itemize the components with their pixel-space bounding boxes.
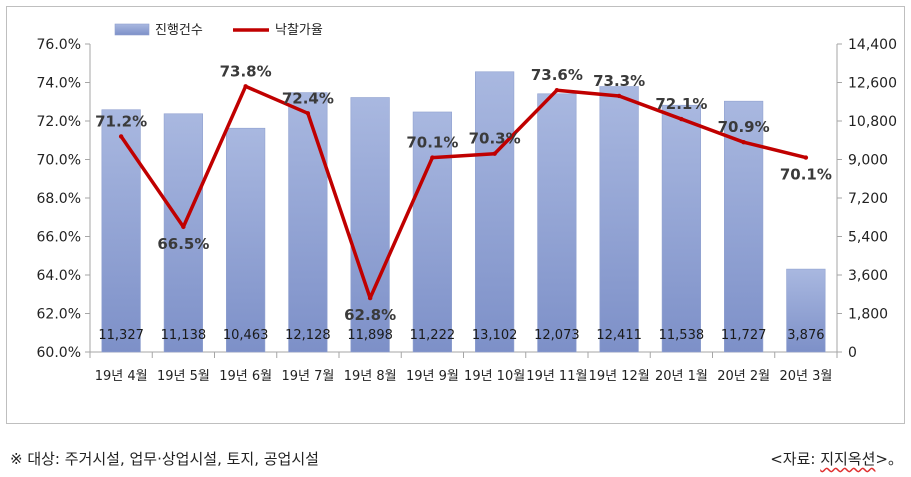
left-tick-label: 76.0%: [37, 37, 81, 53]
bar-data-label: 13,102: [472, 328, 518, 343]
bar-data-label: 10,463: [223, 328, 269, 343]
x-tick-label: 19년 5월: [157, 369, 210, 384]
x-tick-label: 19년 4월: [95, 369, 148, 384]
bar-data-label: 3,876: [787, 328, 824, 343]
line-data-label: 70.1%: [780, 166, 832, 184]
line-data-label: 66.5%: [157, 235, 209, 253]
right-tick-label: 7,200: [848, 191, 888, 207]
bar-data-label: 12,128: [285, 328, 331, 343]
legend-swatch-bar: [114, 23, 150, 36]
line-point: [430, 155, 435, 160]
x-tick-label: 19년 9월: [406, 369, 459, 384]
source-name: 지지옥션: [820, 450, 876, 468]
bar: [537, 93, 577, 353]
source-close: >: [875, 450, 888, 468]
left-tick-label: 62.0%: [37, 307, 81, 323]
line-data-label: 70.9%: [718, 118, 770, 136]
x-tick-label: 20년 2월: [717, 369, 770, 384]
bar: [412, 111, 452, 353]
left-tick-label: 72.0%: [37, 114, 81, 130]
bar-data-label: 11,327: [98, 328, 144, 343]
left-tick-label: 68.0%: [37, 191, 81, 207]
chart-frame: 60.0% 62.0% 64.0% 66.0% 68.0% 70.0% 72.0% 74.0%…: [6, 6, 905, 424]
bar: [786, 268, 826, 353]
bar: [599, 86, 639, 353]
line-data-label: 73.6%: [531, 66, 583, 84]
x-tick-label: 19년 8월: [344, 369, 397, 384]
bar: [226, 127, 266, 353]
bar-data-label: 11,898: [347, 328, 393, 343]
line-data-label: 72.1%: [655, 95, 707, 113]
left-tick-label: 66.0%: [37, 230, 81, 246]
legend-label-낙찰가율: 낙찰가율: [275, 23, 323, 38]
line-point: [741, 139, 746, 145]
right-tick-label: 0: [848, 345, 857, 361]
bar-data-label: 11,538: [659, 328, 705, 343]
right-tick-label: 14,400: [848, 37, 897, 53]
line-data-label: 73.3%: [593, 72, 645, 90]
line-point: [118, 134, 124, 139]
footnote-note: ※ 대상: 주거시설, 업무·상업시설, 토지, 공업시설: [10, 450, 319, 468]
line-point: [554, 88, 560, 93]
bar: [475, 71, 515, 353]
bar: [163, 113, 203, 353]
source-open: <자료:: [770, 450, 821, 468]
x-tick-label: 19년 10월: [464, 369, 525, 384]
line-data-label: 73.8%: [220, 62, 272, 80]
x-tick-label: 19년 12월: [589, 369, 650, 384]
x-tick-label: 19년 11월: [526, 369, 587, 384]
legend-label-진행건수: 진행건수: [155, 22, 203, 38]
bar-data-label: 11,727: [721, 328, 767, 343]
line-point: [243, 84, 248, 89]
bar-data-label: 12,411: [596, 328, 642, 343]
right-tick-label: 3,600: [848, 268, 888, 284]
line-point: [367, 295, 373, 301]
left-tick-label: 64.0%: [37, 268, 81, 284]
x-tick-label: 20년 1월: [655, 369, 708, 384]
bar-data-label: 11,138: [161, 328, 207, 343]
left-tick-label: 70.0%: [37, 153, 81, 169]
line-data-label: 71.2%: [95, 112, 147, 130]
bar: [350, 97, 390, 353]
right-tick-label: 10,800: [848, 114, 897, 130]
left-tick-label: 60.0%: [37, 345, 81, 361]
series-line-낙찰가율: [119, 84, 807, 300]
line-data-label: 70.1%: [406, 134, 458, 152]
line-point: [181, 224, 186, 230]
line-point: [492, 151, 497, 156]
right-tick-label: 12,600: [848, 76, 897, 92]
footnote-source: <자료: 지지옥션>。: [770, 448, 903, 469]
right-tick-label: 5,400: [848, 230, 888, 246]
x-tick-label: 19년 6월: [219, 369, 272, 384]
right-tick-label: 9,000: [848, 153, 888, 169]
bar-data-label: 12,073: [534, 328, 580, 343]
line-data-label: 72.4%: [282, 89, 334, 107]
right-tick-label: 1,800: [848, 307, 888, 323]
line-point: [803, 155, 809, 160]
bar: [288, 92, 328, 353]
bar-data-label: 11,222: [410, 328, 456, 343]
bar: [101, 109, 141, 353]
source-tail: 。: [887, 450, 903, 468]
line-data-label: 62.8%: [344, 306, 396, 324]
line-point: [616, 93, 622, 99]
left-tick-label: 74.0%: [37, 76, 81, 92]
combo-chart: 60.0% 62.0% 64.0% 66.0% 68.0% 70.0% 72.0% 74.0%…: [37, 22, 897, 384]
line-point: [679, 116, 684, 122]
line-data-label: 70.3%: [469, 130, 521, 148]
x-tick-label: 20년 3월: [779, 369, 832, 384]
x-tick-label: 19년 7월: [281, 369, 334, 384]
bar: [661, 104, 701, 353]
line-point: [305, 111, 311, 116]
